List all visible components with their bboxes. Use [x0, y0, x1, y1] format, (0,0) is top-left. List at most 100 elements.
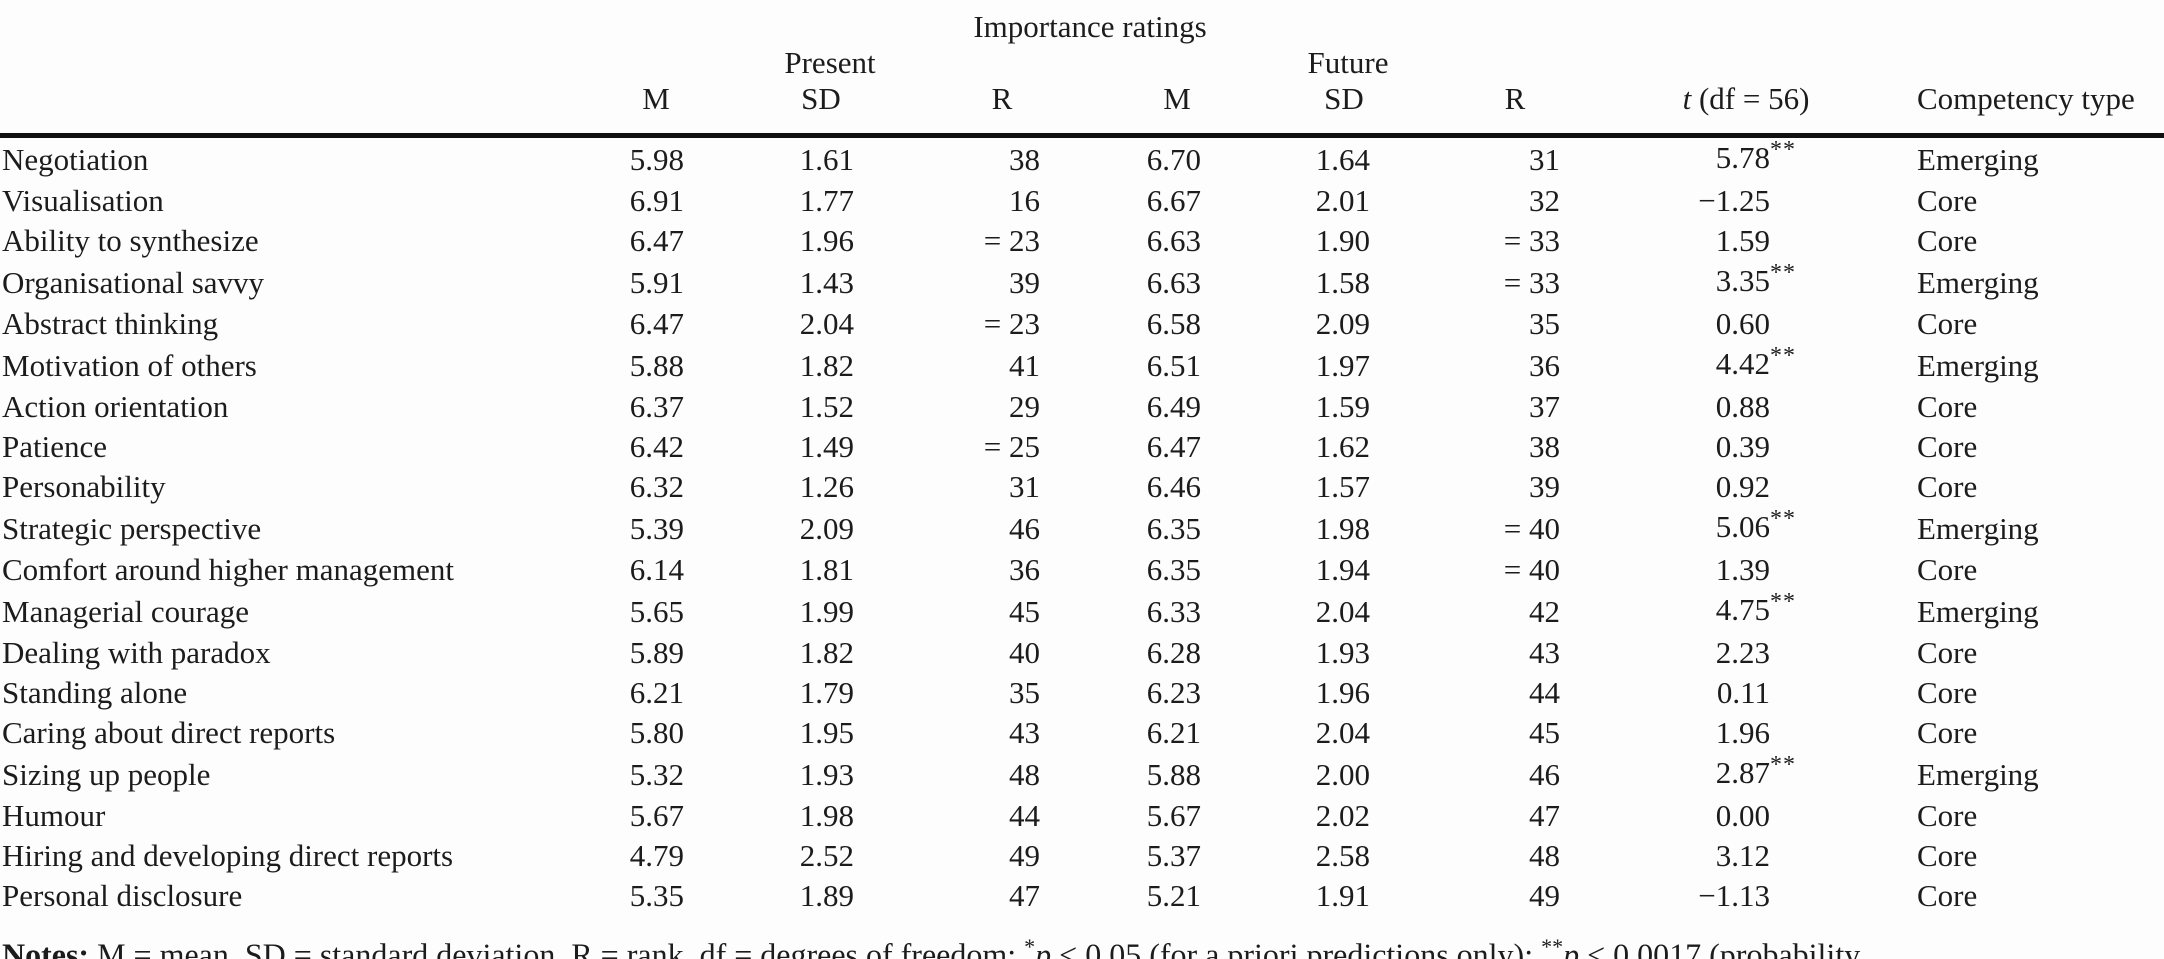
- t-value: 3.35: [1715, 263, 1770, 298]
- future-rank-cell: 36: [1529, 347, 1560, 383]
- competency-type-cell: Core: [1917, 389, 1978, 424]
- t-value-cell: 2.23: [1567, 633, 1802, 673]
- future-mean-cell: 6.67: [1146, 183, 1201, 218]
- future-mean-cell: 6.58: [1146, 306, 1201, 341]
- present-rank-cell: 48: [1009, 756, 1040, 792]
- present-sd-cell: 2.52: [799, 838, 854, 873]
- future-sd-cell: 1.57: [1315, 469, 1370, 504]
- t-df: (df = 56): [1691, 81, 1810, 116]
- future-sd-cell: 1.96: [1315, 675, 1370, 710]
- col-header-competency-type: Competency type: [1917, 81, 2135, 116]
- col-header-future-mean: M: [1163, 81, 1191, 116]
- present-sd-cell: 1.26: [799, 469, 854, 504]
- t-value-cell: 0.60: [1567, 304, 1802, 344]
- competency-type-cell: Emerging: [1917, 141, 2039, 177]
- table-notes: Notes: M = mean, SD = standard deviation…: [2, 926, 1860, 959]
- future-sd-cell: 1.94: [1315, 552, 1370, 587]
- table-row: Patience 6.42 1.49 = 25 6.47 1.62 38 0.3…: [0, 427, 2164, 467]
- future-sd-cell: 1.97: [1315, 347, 1370, 383]
- col-header-t-statistic: t (df = 56): [1683, 82, 1810, 116]
- competency-label: Ability to synthesize: [2, 223, 259, 258]
- t-value-cell: −1.13: [1567, 876, 1802, 916]
- table-row: Motivation of others 5.88 1.82 41 6.51 1…: [0, 343, 2164, 387]
- future-mean-cell: 6.47: [1146, 429, 1201, 464]
- present-rank-cell: 29: [1009, 389, 1040, 424]
- t-value: 1.59: [1715, 223, 1770, 258]
- table-row: Personability 6.32 1.26 31 6.46 1.57 39 …: [0, 467, 2164, 507]
- competency-type-cell: Core: [1917, 552, 1978, 587]
- present-rank-cell: 43: [1009, 715, 1040, 750]
- future-rank-cell: 31: [1529, 141, 1560, 177]
- table-row: Ability to synthesize 6.47 1.96 = 23 6.6…: [0, 221, 2164, 261]
- present-sd-cell: 1.61: [799, 141, 854, 177]
- future-sd-cell: 1.64: [1315, 141, 1370, 177]
- competency-label: Abstract thinking: [2, 306, 219, 341]
- table-row: Managerial courage 5.65 1.99 45 6.33 2.0…: [0, 589, 2164, 633]
- present-mean-cell: 6.47: [629, 223, 684, 258]
- competency-type-cell: Emerging: [1917, 510, 2039, 546]
- competency-type-cell: Core: [1917, 838, 1978, 873]
- present-mean-cell: 5.65: [629, 593, 684, 629]
- significance-stars: **: [1770, 343, 1796, 369]
- competency-type-cell: Core: [1917, 306, 1978, 341]
- future-rank-cell: 38: [1529, 429, 1560, 464]
- present-mean-cell: 6.37: [629, 389, 684, 424]
- present-sd-cell: 2.04: [799, 306, 854, 341]
- future-rank-cell: 37: [1529, 389, 1560, 424]
- present-rank-cell: 41: [1009, 347, 1040, 383]
- future-rank-cell: 48: [1529, 838, 1560, 873]
- competency-label: Action orientation: [2, 389, 229, 424]
- t-value: 3.12: [1715, 838, 1770, 873]
- significance-stars: **: [1770, 506, 1796, 532]
- present-mean-cell: 5.32: [629, 756, 684, 792]
- future-sd-cell: 1.59: [1315, 389, 1370, 424]
- present-mean-cell: 5.80: [629, 715, 684, 750]
- future-rank-cell: 35: [1529, 306, 1560, 341]
- competency-label: Managerial courage: [2, 593, 250, 629]
- present-sd-cell: 1.77: [799, 183, 854, 218]
- table-title: Importance ratings: [973, 9, 1207, 44]
- future-mean-cell: 6.46: [1146, 469, 1201, 504]
- competency-label: Comfort around higher management: [2, 552, 454, 587]
- competency-type-cell: Emerging: [1917, 593, 2039, 629]
- future-mean-cell: 6.63: [1146, 223, 1201, 258]
- competency-type-cell: Core: [1917, 635, 1978, 670]
- future-sd-cell: 1.62: [1315, 429, 1370, 464]
- present-rank-cell: 35: [1009, 675, 1040, 710]
- t-value: 0.39: [1715, 429, 1770, 464]
- competency-label: Visualisation: [2, 183, 164, 218]
- table-row: Dealing with paradox 5.89 1.82 40 6.28 1…: [0, 633, 2164, 673]
- t-value: 5.78: [1715, 140, 1770, 175]
- future-mean-cell: 6.70: [1146, 141, 1201, 177]
- col-header-present-mean: M: [642, 81, 670, 116]
- t-value: 0.88: [1715, 389, 1770, 424]
- competency-type-cell: Core: [1917, 469, 1978, 504]
- t-value: 0.11: [1716, 675, 1770, 710]
- present-rank-cell: 47: [1009, 878, 1040, 913]
- table-row: Caring about direct reports 5.80 1.95 43…: [0, 713, 2164, 753]
- competency-label: Strategic perspective: [2, 510, 262, 546]
- future-rank-cell: = 40: [1503, 552, 1560, 587]
- competency-label: Motivation of others: [2, 347, 257, 383]
- present-sd-cell: 1.82: [799, 635, 854, 670]
- table-row: Comfort around higher management 6.14 1.…: [0, 550, 2164, 590]
- t-value-cell: 3.12: [1567, 836, 1802, 876]
- t-value-cell: 0.11: [1567, 673, 1802, 713]
- present-sd-cell: 2.09: [799, 510, 854, 546]
- table-row: Organisational savvy 5.91 1.43 39 6.63 1…: [0, 260, 2164, 304]
- t-value-cell: 2.87**: [1567, 752, 1802, 796]
- significance-stars: **: [1770, 260, 1796, 286]
- future-mean-cell: 6.49: [1146, 389, 1201, 424]
- col-header-future-rank: R: [1504, 81, 1526, 116]
- competency-label: Patience: [2, 429, 108, 464]
- competency-type-cell: Emerging: [1917, 347, 2039, 383]
- group-header-present: Present: [784, 45, 876, 80]
- table-body: Negotiation 5.98 1.61 38 6.70 1.64 31 5.…: [0, 137, 2164, 916]
- double-star: **: [1541, 934, 1564, 959]
- table-row: Personal disclosure 5.35 1.89 47 5.21 1.…: [0, 876, 2164, 916]
- present-rank-cell: 39: [1009, 264, 1040, 300]
- competency-label: Sizing up people: [2, 756, 211, 792]
- present-sd-cell: 1.43: [799, 264, 854, 300]
- t-symbol: t: [1682, 81, 1692, 116]
- competency-type-cell: Core: [1917, 223, 1978, 258]
